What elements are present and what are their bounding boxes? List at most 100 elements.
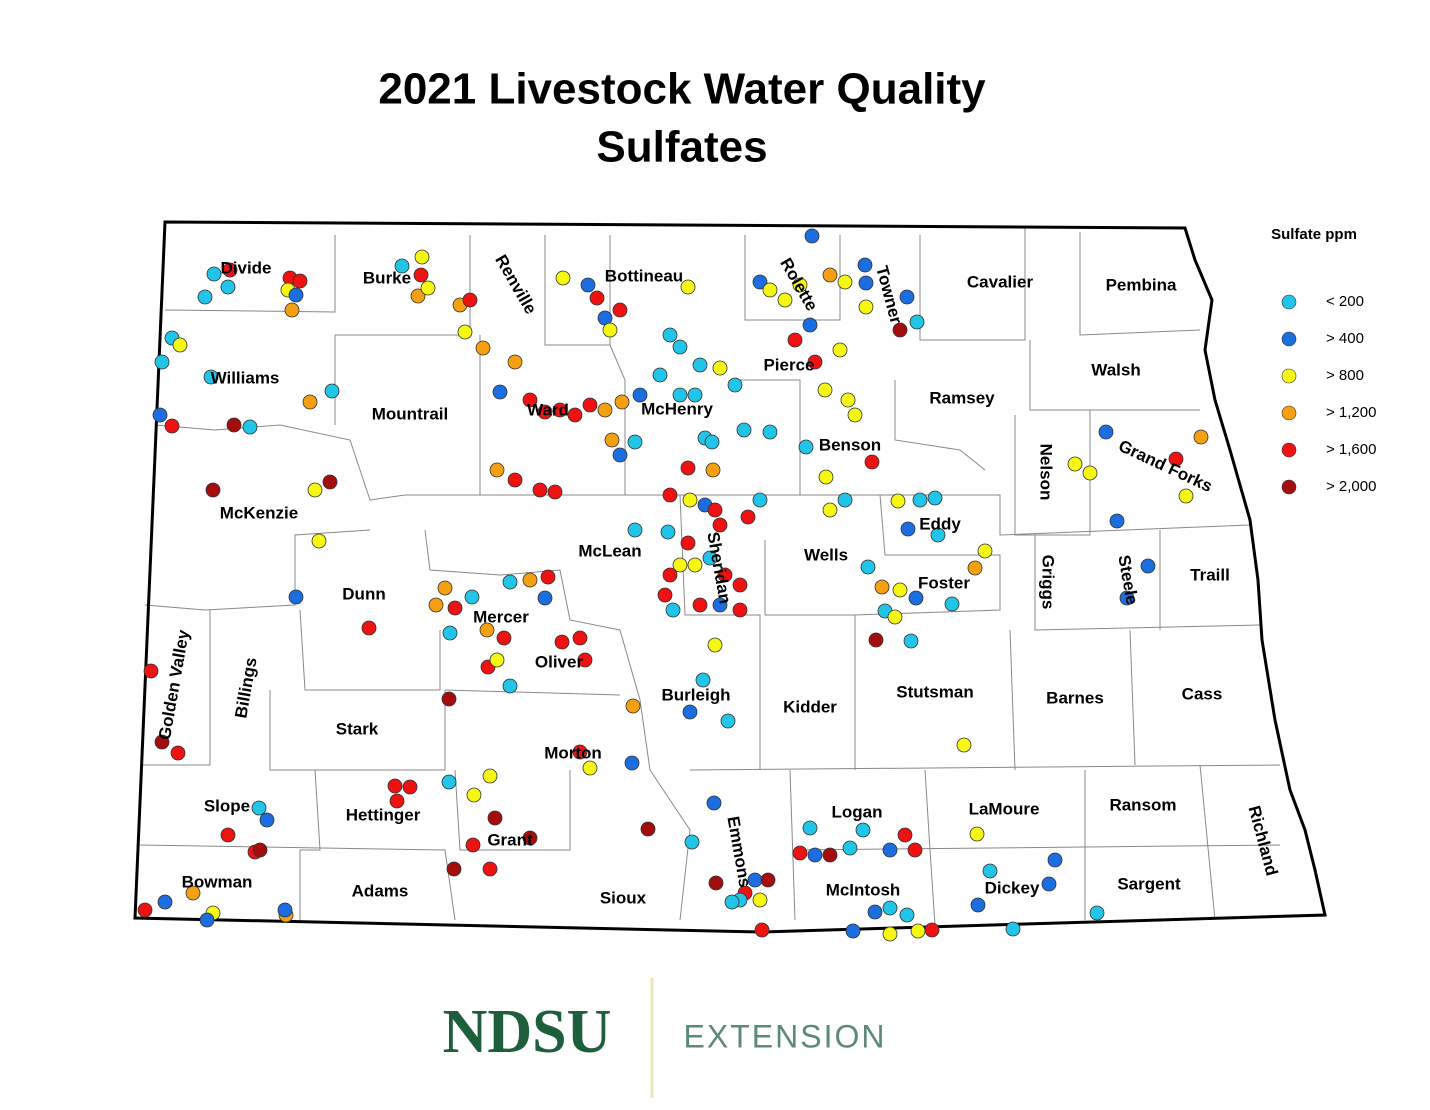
sample-dot	[492, 384, 508, 400]
sample-dot	[662, 487, 678, 503]
sample-dot	[466, 787, 482, 803]
county-label: Sheridan	[703, 530, 734, 605]
sample-dot	[777, 292, 793, 308]
sample-dot	[680, 460, 696, 476]
county-label: McHenry	[641, 399, 713, 418]
sample-dot	[442, 625, 458, 641]
county-label: Divide	[220, 258, 271, 277]
sample-dot	[752, 274, 768, 290]
sample-dot	[787, 332, 803, 348]
sample-dot	[572, 630, 588, 646]
sample-dot	[842, 840, 858, 856]
sample-dot	[428, 597, 444, 613]
sample-dot	[157, 894, 173, 910]
county-label: Dickey	[985, 878, 1040, 897]
legend: < 200 > 400 > 800 > 1,200 > 1,600 > 2,000	[1281, 293, 1376, 495]
sample-dot	[582, 760, 598, 776]
county-label: Ramsey	[929, 388, 995, 407]
sample-dot	[705, 462, 721, 478]
sample-dot	[627, 434, 643, 450]
sample-dot	[479, 622, 495, 638]
sample-dot	[754, 922, 770, 938]
county-label: Eddy	[919, 514, 961, 533]
sample-dot	[447, 600, 463, 616]
sample-dot	[164, 418, 180, 434]
county-label: Williams	[211, 368, 280, 387]
sample-dot	[206, 266, 222, 282]
sample-dot	[462, 292, 478, 308]
county-label: LaMoure	[969, 799, 1040, 818]
county-label: Slope	[204, 796, 250, 815]
county-label: Nelson	[1037, 444, 1056, 501]
sample-dot	[420, 280, 436, 296]
county-label: Logan	[832, 802, 883, 821]
sample-dot	[840, 392, 856, 408]
sample-dot	[732, 577, 748, 593]
sample-dot	[555, 270, 571, 286]
sample-dot	[687, 387, 703, 403]
county-label: Golden Valley	[155, 628, 193, 742]
county-label: Ransom	[1109, 795, 1176, 814]
legend-swatch	[1281, 442, 1297, 458]
county-label: McLean	[578, 541, 641, 560]
sample-dot	[695, 672, 711, 688]
sample-dot	[652, 367, 668, 383]
sample-dot	[387, 778, 403, 794]
county-label: Cavalier	[967, 272, 1034, 291]
sample-dot	[1047, 852, 1063, 868]
county-label: Sioux	[600, 888, 647, 907]
sample-dot	[804, 228, 820, 244]
sample-dot	[614, 394, 630, 410]
sample-dot	[822, 847, 838, 863]
sample-dot	[203, 369, 219, 385]
sample-dot	[720, 713, 736, 729]
sample-dot	[977, 543, 993, 559]
county-label: Burleigh	[662, 685, 731, 704]
sample-dot	[577, 652, 593, 668]
sample-dot	[226, 417, 242, 433]
sample-dot	[822, 502, 838, 518]
sample-dot	[532, 482, 548, 498]
sample-dot	[982, 863, 998, 879]
county-label: McKenzie	[220, 503, 298, 522]
sample-dot	[736, 422, 752, 438]
sample-dot	[817, 382, 833, 398]
sample-dot	[860, 559, 876, 575]
sample-dot	[702, 550, 718, 566]
sample-dot	[672, 557, 688, 573]
sample-dot	[687, 557, 703, 573]
sample-dot	[522, 572, 538, 588]
county-label: Bottineau	[605, 266, 683, 285]
sample-dot	[660, 524, 676, 540]
county-label: Stutsman	[896, 682, 973, 701]
legend-label: > 1,600	[1326, 441, 1376, 458]
sample-dot	[692, 597, 708, 613]
sample-dot	[414, 249, 430, 265]
sample-dot	[882, 926, 898, 942]
sample-dot	[706, 795, 722, 811]
sample-dot	[552, 402, 568, 418]
sample-dot	[322, 474, 338, 490]
sample-dot	[612, 447, 628, 463]
sample-dot	[837, 274, 853, 290]
sample-dot	[475, 340, 491, 356]
sample-dot	[717, 567, 733, 583]
sample-dot	[602, 322, 618, 338]
sample-dot	[199, 912, 215, 928]
sample-dot	[1193, 429, 1209, 445]
sample-dot	[137, 902, 153, 918]
sample-dot	[567, 407, 583, 423]
legend-label: > 1,200	[1326, 404, 1376, 421]
county-label: Dunn	[342, 584, 385, 603]
sample-dot	[1178, 488, 1194, 504]
sample-dot	[657, 587, 673, 603]
sample-dot	[752, 492, 768, 508]
sample-dot	[892, 322, 908, 338]
county-label: Mercer	[473, 607, 529, 626]
sample-dot	[604, 432, 620, 448]
legend-title: Sulfate ppm	[1271, 226, 1357, 243]
sample-dot	[752, 892, 768, 908]
sample-dot	[482, 861, 498, 877]
sample-dot	[1140, 558, 1156, 574]
sample-dot	[944, 596, 960, 612]
